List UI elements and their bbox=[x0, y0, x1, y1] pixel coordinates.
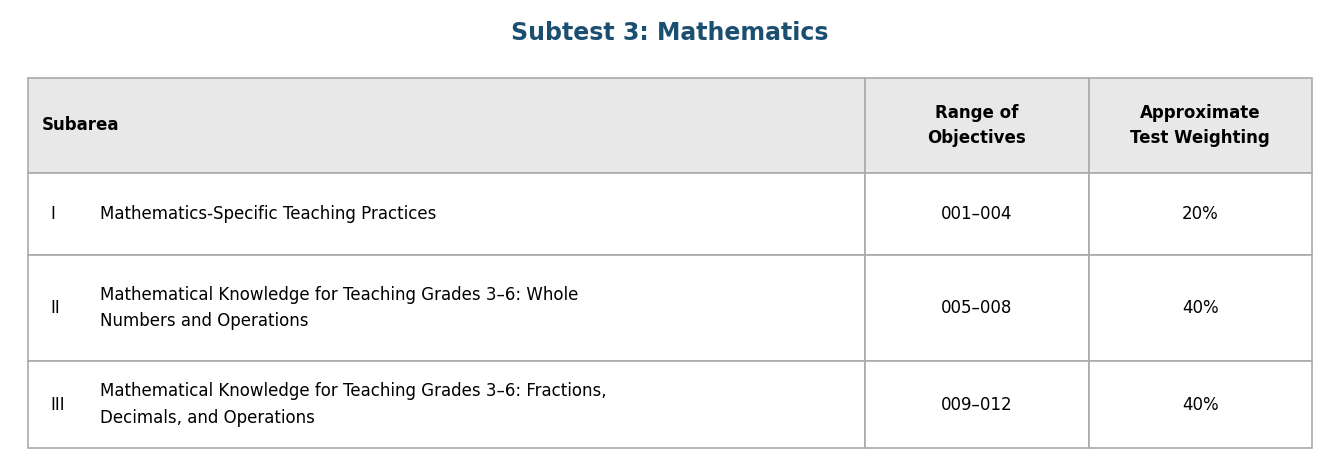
Bar bbox=[1088, 255, 1312, 361]
Text: Subarea: Subarea bbox=[42, 117, 119, 134]
Text: III: III bbox=[50, 395, 64, 414]
Bar bbox=[1088, 361, 1312, 448]
Text: Mathematical Knowledge for Teaching Grades 3–6: Whole
Numbers and Operations: Mathematical Knowledge for Teaching Grad… bbox=[100, 286, 579, 330]
Text: Subtest 3: Mathematics: Subtest 3: Mathematics bbox=[512, 21, 828, 45]
Bar bbox=[1088, 173, 1312, 255]
Text: II: II bbox=[50, 299, 60, 317]
Bar bbox=[866, 78, 1088, 173]
Text: Mathematical Knowledge for Teaching Grades 3–6: Fractions,
Decimals, and Operati: Mathematical Knowledge for Teaching Grad… bbox=[100, 382, 607, 427]
Bar bbox=[28, 255, 866, 361]
Text: 40%: 40% bbox=[1182, 395, 1218, 414]
Text: Mathematics-Specific Teaching Practices: Mathematics-Specific Teaching Practices bbox=[100, 205, 437, 223]
Text: 005–008: 005–008 bbox=[941, 299, 1013, 317]
Text: 40%: 40% bbox=[1182, 299, 1218, 317]
Text: Range of
Objectives: Range of Objectives bbox=[927, 104, 1026, 147]
Text: 20%: 20% bbox=[1182, 205, 1218, 223]
Bar bbox=[866, 361, 1088, 448]
Bar bbox=[1088, 78, 1312, 173]
Bar bbox=[866, 173, 1088, 255]
Bar bbox=[28, 173, 866, 255]
Text: 001–004: 001–004 bbox=[941, 205, 1013, 223]
Text: Approximate
Test Weighting: Approximate Test Weighting bbox=[1131, 104, 1270, 147]
Bar bbox=[28, 78, 866, 173]
Bar bbox=[28, 361, 866, 448]
Text: I: I bbox=[50, 205, 55, 223]
Text: 009–012: 009–012 bbox=[941, 395, 1013, 414]
Bar bbox=[866, 255, 1088, 361]
